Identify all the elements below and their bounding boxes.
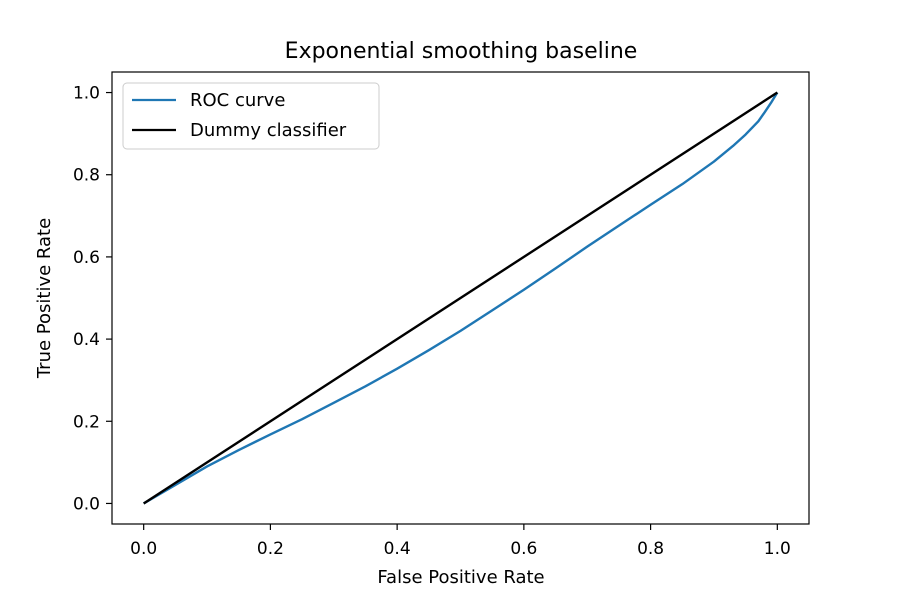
x-tick-label: 0.4 xyxy=(384,539,411,559)
x-tick-label: 0.6 xyxy=(510,539,537,559)
y-tick-label: 0.4 xyxy=(73,330,100,350)
y-tick-label: 0.2 xyxy=(73,412,100,432)
series-layer xyxy=(143,91,779,505)
legend-label-dummy-classifier: Dummy classifier xyxy=(190,120,347,141)
x-axis-label: False Positive Rate xyxy=(377,567,544,588)
x-tick-label: 0.0 xyxy=(130,539,157,559)
y-tick-label: 0.6 xyxy=(73,248,100,268)
y-axis-label: True Positive Rate xyxy=(34,218,55,379)
x-axis-ticks: 0.0 0.2 0.4 0.6 0.8 1.0 xyxy=(130,524,791,559)
y-tick-label: 0.8 xyxy=(73,166,100,186)
y-tick-label: 0.0 xyxy=(73,494,100,514)
series-line-roc-curve xyxy=(143,91,779,505)
series-line-dummy-classifier xyxy=(143,91,778,505)
plot-frame xyxy=(111,71,810,525)
x-tick-label: 1.0 xyxy=(764,539,791,559)
y-tick-label: 1.0 xyxy=(73,84,100,104)
y-axis-ticks: 0.0 0.2 0.4 0.6 0.8 1.0 xyxy=(73,84,112,514)
legend-label-roc-curve: ROC curve xyxy=(190,90,285,111)
chart-title: Exponential smoothing baseline xyxy=(285,39,638,64)
x-tick-label: 0.8 xyxy=(637,539,664,559)
x-tick-label: 0.2 xyxy=(257,539,284,559)
legend: ROC curve Dummy classifier xyxy=(122,82,380,150)
legend-box xyxy=(122,82,380,150)
